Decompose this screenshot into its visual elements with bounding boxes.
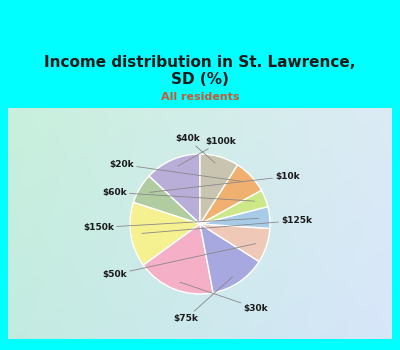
Wedge shape: [200, 206, 270, 229]
Wedge shape: [200, 224, 270, 261]
Text: $40k: $40k: [175, 134, 215, 163]
Wedge shape: [200, 165, 261, 224]
Wedge shape: [134, 176, 200, 224]
Wedge shape: [130, 202, 200, 265]
Text: $10k: $10k: [150, 172, 300, 192]
Text: $50k: $50k: [102, 244, 256, 279]
Text: $60k: $60k: [102, 188, 254, 201]
Text: $20k: $20k: [109, 160, 242, 181]
Wedge shape: [143, 224, 213, 294]
Text: $150k: $150k: [83, 218, 258, 232]
Text: Income distribution in St. Lawrence,
SD (%): Income distribution in St. Lawrence, SD …: [44, 55, 356, 88]
Text: $30k: $30k: [180, 282, 268, 313]
Text: All residents: All residents: [161, 92, 239, 102]
Wedge shape: [200, 154, 238, 224]
Text: $100k: $100k: [178, 137, 236, 166]
Text: $125k: $125k: [142, 216, 312, 233]
Wedge shape: [149, 154, 200, 224]
Text: $75k: $75k: [174, 277, 232, 323]
Wedge shape: [200, 190, 268, 224]
Wedge shape: [200, 224, 259, 293]
